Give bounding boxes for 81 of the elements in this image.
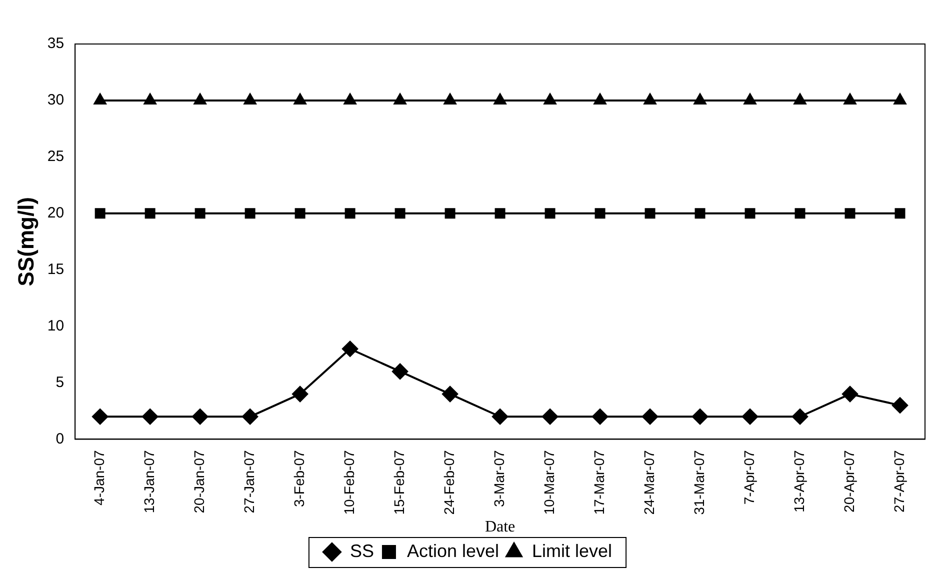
point [242,408,258,425]
point [444,93,456,104]
point [744,208,756,219]
x-tick-label: 27-Apr-07 [890,450,907,512]
point [244,208,256,219]
point [444,208,456,219]
y-tick-label: 35 [47,35,64,52]
x-tick-label: 24-Feb-07 [440,450,457,515]
point [644,208,656,219]
point [142,408,158,425]
point [794,93,806,104]
point [894,93,906,104]
point [442,386,458,402]
point [292,386,308,402]
x-tick-label: 7-Apr-07 [740,450,757,505]
x-tick-label: 24-Mar-07 [640,450,657,515]
point [794,208,806,219]
point [94,208,106,219]
point [392,363,408,380]
legend-label: Limit level [532,540,612,561]
legend-label: SS [350,540,374,561]
y-tick-label: 20 [47,204,64,222]
x-tick-label: 27-Jan-07 [240,450,257,514]
x-tick-label: 13-Jan-07 [140,450,157,514]
point [294,93,306,104]
point [792,408,808,425]
x-tick-label: 17-Mar-07 [590,450,607,515]
point [694,208,706,219]
point [492,408,508,425]
y-tick-label: 5 [56,374,64,391]
x-tick-label: 31-Mar-07 [690,450,707,515]
x-tick-label: 15-Feb-07 [390,450,407,515]
point [294,208,306,219]
point [194,208,206,219]
y-tick-label: 15 [47,260,64,278]
x-tick-label: 20-Apr-07 [840,450,857,512]
point [342,340,358,357]
point [842,386,858,402]
x-tick-label: 10-Mar-07 [540,450,557,515]
point [692,408,708,425]
x-axis-title: Date [484,518,516,536]
x-tick-label: 20-Jan-07 [190,450,207,514]
point [94,93,106,104]
point [892,397,908,414]
point [542,408,558,425]
x-tick-label: 4-Jan-07 [90,450,107,506]
point [592,408,608,425]
point [144,208,156,219]
y-tick-label: 10 [47,317,64,334]
y-tick-label: 25 [47,148,64,166]
point [344,208,356,219]
x-tick-label: 3-Feb-07 [290,450,307,508]
point [92,408,108,425]
legend-label: Action level [406,540,500,561]
point [642,408,658,425]
x-tick-label: 10-Feb-07 [340,450,357,515]
point [594,208,606,219]
point [844,208,856,219]
point [244,93,256,104]
point [344,93,356,104]
point [894,208,906,219]
point [144,93,156,104]
point [194,93,206,104]
point [494,93,506,104]
y-axis-title: SS(mg/l) [13,196,38,286]
x-tick-label: 3-Mar-07 [490,450,507,508]
point [494,208,506,219]
point [742,408,758,425]
point [844,93,856,104]
point [644,93,656,104]
y-tick-label: 30 [47,92,64,109]
point [544,93,556,104]
point [594,93,606,104]
x-tick-label: 13-Apr-07 [790,450,807,512]
point [394,93,406,104]
point [192,408,208,425]
point [744,93,756,104]
point [694,93,706,104]
point [544,208,556,219]
y-tick-label: 0 [56,430,64,448]
point [394,208,406,219]
